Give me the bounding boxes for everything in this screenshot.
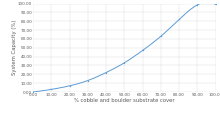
Y-axis label: System Capacity (%): System Capacity (%) xyxy=(12,20,17,76)
X-axis label: % cobble and boulder substrate cover: % cobble and boulder substrate cover xyxy=(74,98,175,103)
